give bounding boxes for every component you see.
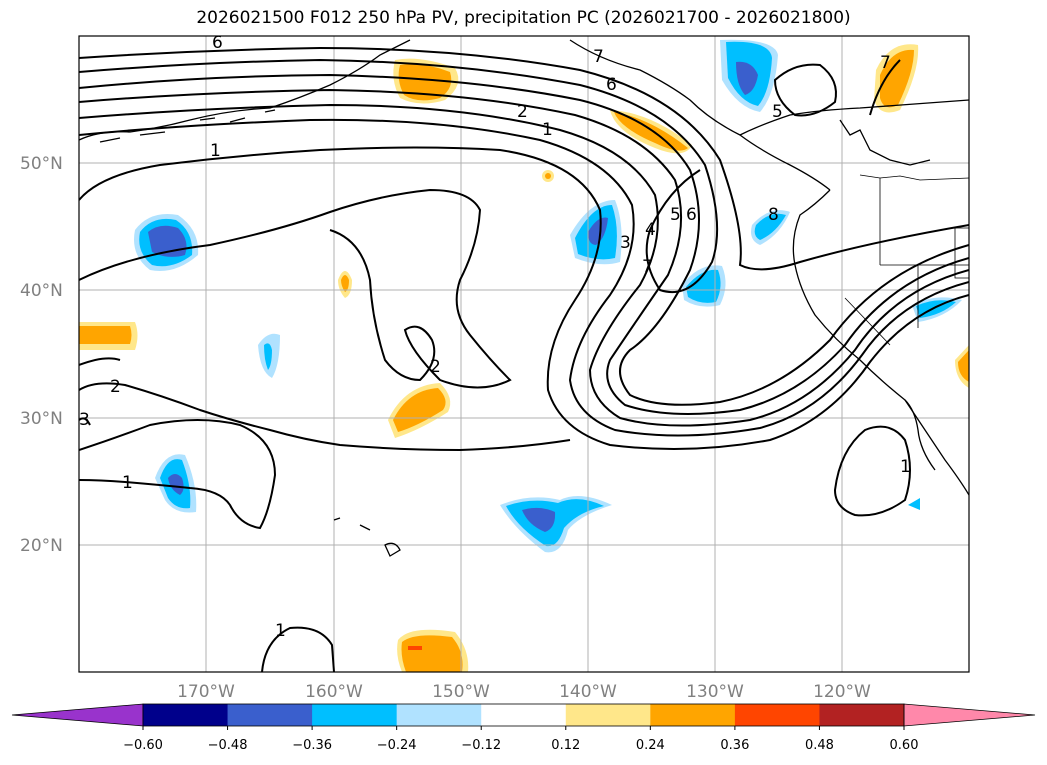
contour-label: 8 — [768, 205, 779, 225]
colorbar-tick-label: −0.12 — [461, 738, 501, 753]
contour-label: 1 — [900, 457, 911, 477]
coastlines — [79, 39, 969, 557]
colorbar-tick-label: 0.48 — [805, 738, 834, 753]
contour-label: 6 — [212, 33, 223, 53]
colorbar-segment — [227, 704, 313, 726]
contour-label: 7 — [642, 257, 653, 277]
contour-label: 2 — [517, 102, 528, 122]
lon-label: 160°W — [305, 682, 363, 702]
lat-label: 40°N — [20, 281, 63, 301]
pv-contour-labels: 6 7 6 2 1 1 5 8 3 4 5 6 7 2 2 1 1 1 7 3 — [79, 33, 911, 641]
colorbar-extend-high — [903, 703, 1036, 727]
gridlines — [79, 36, 969, 672]
colorbar-tick-label: 0.60 — [890, 738, 919, 753]
contour-label: 6 — [686, 205, 697, 225]
colorbar — [11, 703, 1036, 727]
contour-label: 4 — [645, 220, 656, 240]
pv-contours — [79, 46, 969, 672]
contour-label: 1 — [542, 120, 553, 140]
contour-label: 1 — [210, 141, 221, 161]
colorbar-tick-label: −0.36 — [292, 738, 332, 753]
colorbar-segment — [650, 704, 736, 726]
colorbar-extend-low — [11, 703, 144, 727]
contour-label: 1 — [122, 473, 133, 493]
lon-label: 130°W — [686, 682, 744, 702]
lat-label: 20°N — [20, 536, 63, 556]
colorbar-segment — [312, 704, 398, 726]
contour-label: 2 — [430, 357, 441, 377]
colorbar-tick-label: −0.48 — [208, 738, 248, 753]
lat-label: 50°N — [20, 154, 63, 174]
contour-label: 7 — [593, 47, 604, 67]
contour-label: 5 — [670, 205, 681, 225]
contour-label: 5 — [772, 102, 783, 122]
contour-label: 3 — [79, 410, 90, 430]
colorbar-tick-label: 0.12 — [551, 738, 580, 753]
contour-label: 6 — [606, 75, 617, 95]
colorbar-segment — [819, 704, 905, 726]
contour-label: 2 — [110, 377, 121, 397]
colorbar-tick-label: −0.60 — [123, 738, 163, 753]
lon-label: 140°W — [559, 682, 617, 702]
contour-label: 1 — [275, 621, 286, 641]
colorbar-segment — [481, 704, 567, 726]
lon-label: 150°W — [432, 682, 490, 702]
lat-label: 30°N — [20, 409, 63, 429]
lon-label: 120°W — [813, 682, 871, 702]
colorbar-tick-label: 0.24 — [636, 738, 665, 753]
colorbar-tick-label: 0.36 — [720, 738, 749, 753]
colorbar-frame — [142, 703, 905, 727]
precip-shading — [79, 39, 969, 672]
lon-labels: 170°W 160°W 150°W 140°W 130°W 120°W — [177, 682, 871, 702]
colorbar-segment — [734, 704, 820, 726]
lat-labels: 50°N 40°N 30°N 20°N — [20, 154, 63, 556]
colorbar-tick-label: −0.24 — [377, 738, 417, 753]
map-frame — [78, 35, 970, 673]
contour-label: 7 — [880, 53, 891, 73]
contour-label: 3 — [620, 233, 631, 253]
colorbar-segment — [565, 704, 651, 726]
colorbar-segment — [143, 704, 229, 726]
figure-title: 2026021500 F012 250 hPa PV, precipitatio… — [196, 8, 851, 28]
colorbar-ticks: −0.60 −0.48 −0.36 −0.24 −0.12 0.12 0.24 0.36 0.4… — [123, 726, 918, 753]
map-area: 6 7 6 2 1 1 5 8 3 4 5 6 7 2 2 1 1 1 7 3 — [79, 33, 969, 672]
lon-label: 170°W — [177, 682, 235, 702]
colorbar-segment — [396, 704, 482, 726]
